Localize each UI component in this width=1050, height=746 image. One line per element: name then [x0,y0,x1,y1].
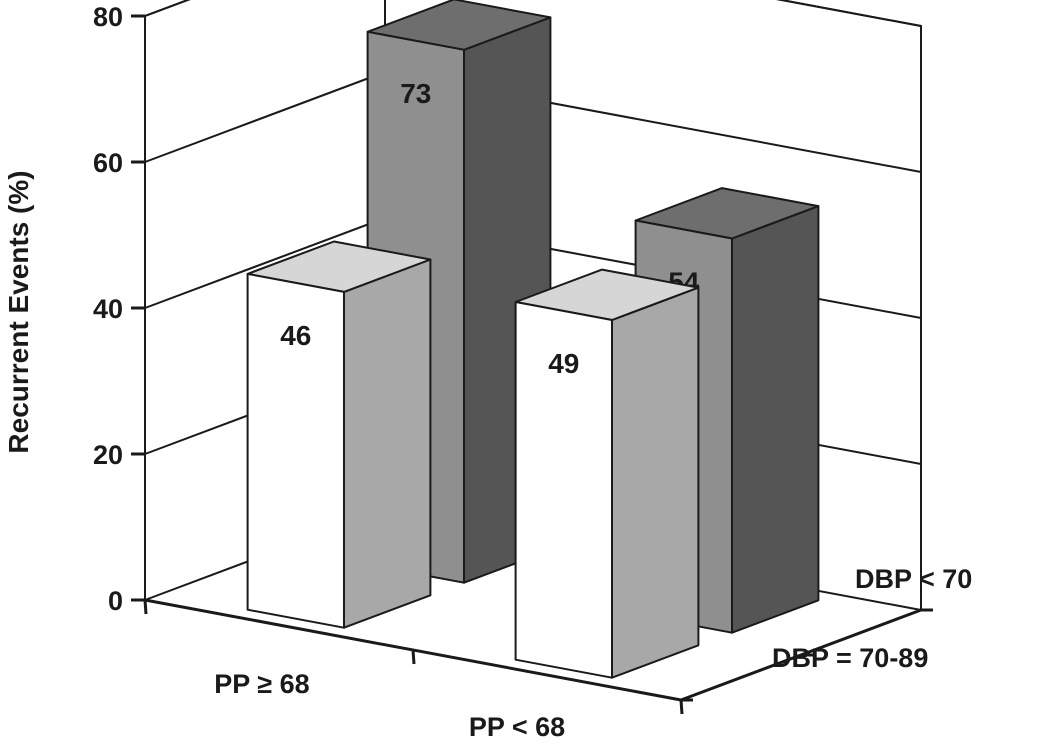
y-tick-label: 0 [108,586,123,616]
bar-front-face [514,301,613,679]
y-tick-label: 60 [93,148,123,178]
y-tick-label: 40 [93,294,123,324]
axes [131,14,933,715]
bar-side-face [611,286,700,679]
x-category-label: PP < 68 [469,712,565,742]
bar: 49 [514,268,700,679]
depth-category-label: DBP = 70-89 [772,643,928,673]
bar-value-label: 73 [400,78,431,109]
x-tick-mark [679,699,684,715]
bar-front-face [246,272,345,629]
bar-value-label: 46 [280,320,311,351]
x-category-label: PP ≥ 68 [214,669,309,699]
depth-category-label: DBP < 70 [855,564,972,594]
bar-side-face [731,205,820,634]
labels: 0 20 40 60 80 PP ≥ 68 PP < 68 DBP = 70-89 DBP < … [3,2,972,742]
y-tick-label: 20 [93,440,123,470]
x-tick-mark [411,649,416,665]
y-tick-label: 80 [93,2,123,32]
bar: 46 [246,240,432,629]
x-tick-mark [143,599,148,615]
bar-value-label: 49 [548,348,579,379]
bar-side-face [343,258,432,629]
y-axis-title: Recurrent Events (%) [3,170,34,453]
